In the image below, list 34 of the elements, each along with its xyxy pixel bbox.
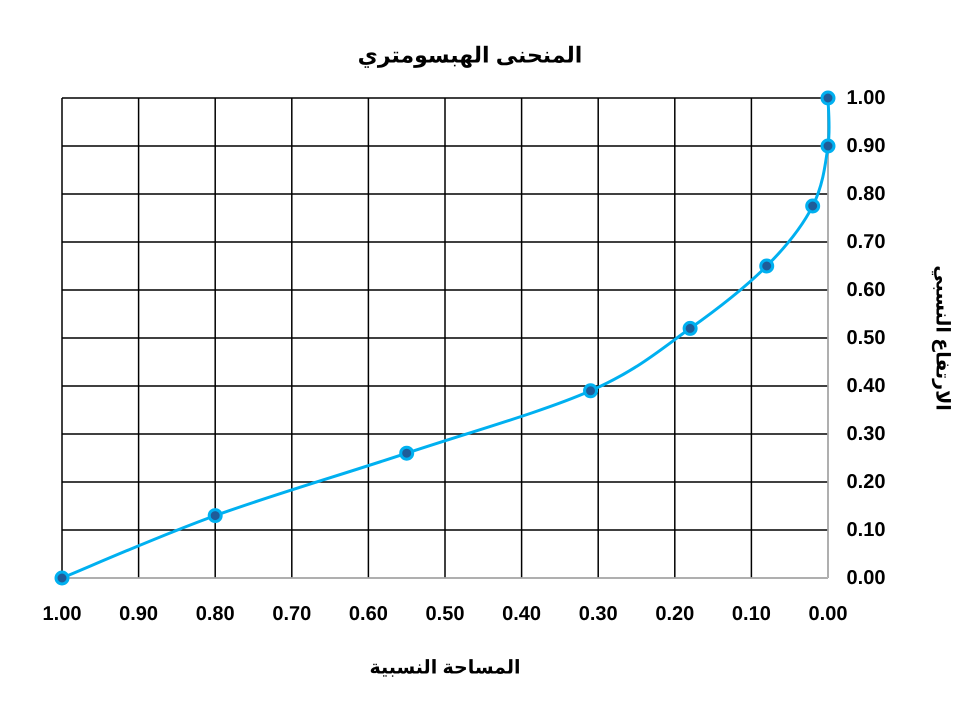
point [682,320,698,336]
chart-title: المنحنى الهبسومتري [358,42,582,68]
x-tick-label: 1.00 [42,603,82,625]
point [208,508,223,524]
y-tick-label: 0.80 [846,183,886,205]
point [759,258,774,274]
y-tick-label: 0.40 [846,375,886,397]
point [820,138,836,154]
x-tick-label: 0.80 [196,603,235,625]
y-tick-label: 0.10 [846,519,886,541]
x-tick-label: 0.30 [578,603,618,625]
x-tick-label: 0.60 [348,603,388,625]
point [54,570,70,586]
y-tick-label: 0.70 [846,231,886,253]
y-tick-label: 0.60 [846,279,886,301]
y-tick-label: 1.00 [846,87,886,109]
x-tick-label: 0.50 [426,603,464,625]
y-tick-label: 0.50 [846,327,886,349]
x-tick-label: 0.10 [732,603,771,625]
y-axis-title: الارتفاع النسبي [932,265,952,411]
x-tick-label: 0.90 [119,603,158,625]
y-tick-label: 0.30 [846,423,886,445]
y-tick-label: 0.20 [846,471,886,493]
y-tick-label: 0.00 [846,567,886,589]
point [583,383,598,398]
point [805,198,820,214]
x-axis-title: المساحة النسبية [369,658,521,678]
x-tick-label: 0.20 [655,603,694,625]
y-tick-label: 0.90 [846,135,886,157]
x-tick-label: 0.70 [272,603,312,625]
x-tick-label: 0.40 [502,603,542,625]
point [820,90,836,106]
x-tick-label: 0.00 [808,603,848,625]
point [399,446,414,461]
